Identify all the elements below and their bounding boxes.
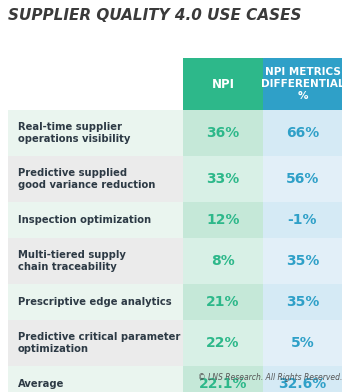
Text: 32.6%: 32.6% — [278, 377, 327, 391]
Bar — [183, 58, 263, 110]
Bar — [8, 110, 342, 156]
Text: 22%: 22% — [206, 336, 240, 350]
Text: 8%: 8% — [211, 254, 235, 268]
Text: Multi-tiered supply
chain traceability: Multi-tiered supply chain traceability — [18, 250, 126, 272]
Bar — [263, 238, 342, 284]
Bar — [8, 238, 342, 284]
Bar — [263, 110, 342, 156]
Bar — [183, 366, 263, 392]
Bar — [263, 320, 342, 366]
Text: 66%: 66% — [286, 126, 319, 140]
Bar — [263, 58, 342, 110]
Text: Prescriptive edge analytics: Prescriptive edge analytics — [18, 297, 172, 307]
Bar — [183, 110, 263, 156]
Bar — [183, 238, 263, 284]
Text: -1%: -1% — [288, 213, 317, 227]
Text: 12%: 12% — [206, 213, 240, 227]
Bar — [183, 284, 263, 320]
Text: 22.1%: 22.1% — [199, 377, 247, 391]
Text: 35%: 35% — [286, 295, 319, 309]
Text: SUPPLIER QUALITY 4.0 USE CASES: SUPPLIER QUALITY 4.0 USE CASES — [8, 8, 301, 23]
Text: Predictive critical parameter
optimization: Predictive critical parameter optimizati… — [18, 332, 180, 354]
Text: Average: Average — [18, 379, 64, 389]
Bar — [8, 320, 342, 366]
Text: 56%: 56% — [286, 172, 319, 186]
Bar — [263, 202, 342, 238]
Bar — [8, 366, 342, 392]
Bar — [183, 320, 263, 366]
Text: Real-time supplier
operations visibility: Real-time supplier operations visibility — [18, 122, 130, 144]
Text: © LNS Research. All Rights Reserved.: © LNS Research. All Rights Reserved. — [198, 373, 342, 382]
Text: NPI METRICS
DIFFERENTIAL
%: NPI METRICS DIFFERENTIAL % — [261, 67, 344, 101]
Text: Inspection optimization: Inspection optimization — [18, 215, 151, 225]
Bar — [183, 202, 263, 238]
Bar — [263, 284, 342, 320]
Bar — [263, 156, 342, 202]
Text: 21%: 21% — [206, 295, 240, 309]
Bar — [263, 366, 342, 392]
Bar — [8, 284, 342, 320]
Text: NPI: NPI — [211, 78, 235, 91]
Bar — [8, 202, 342, 238]
Bar — [8, 156, 342, 202]
Text: Predictive supplied
good variance reduction: Predictive supplied good variance reduct… — [18, 168, 155, 190]
Text: 33%: 33% — [206, 172, 240, 186]
Text: 35%: 35% — [286, 254, 319, 268]
Text: 36%: 36% — [206, 126, 240, 140]
Text: 5%: 5% — [290, 336, 314, 350]
Bar — [183, 156, 263, 202]
